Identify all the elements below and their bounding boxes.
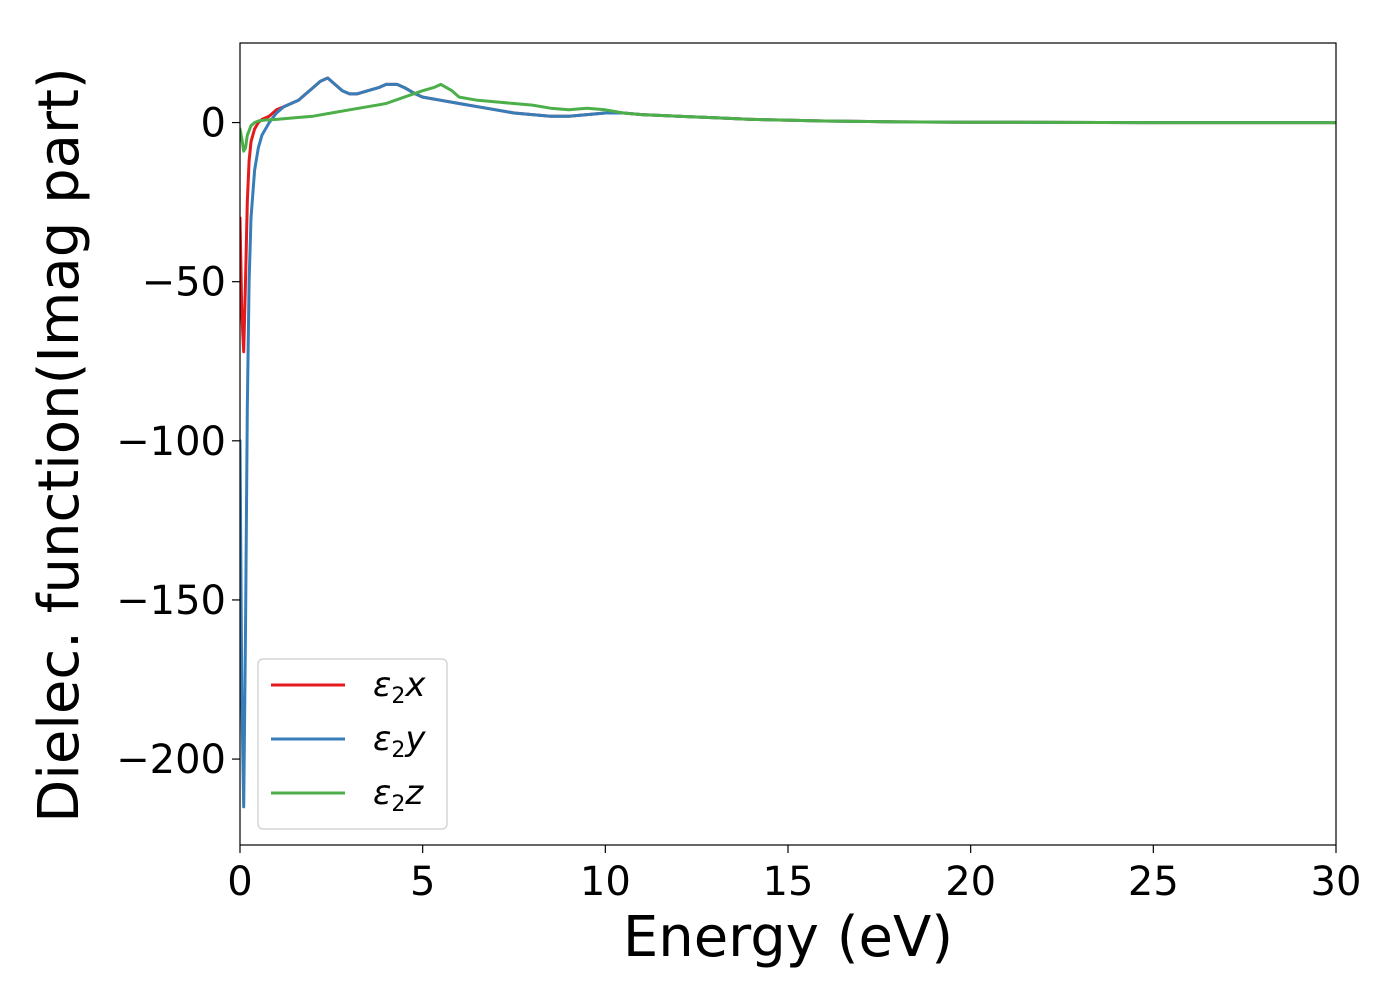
x-tick-label: 0: [227, 859, 252, 905]
y-tick-label: −100: [116, 419, 226, 465]
y-axis-label: Dielec. function(Imag part): [27, 67, 92, 823]
y-tick-label: 0: [201, 101, 226, 147]
y-tick-label: −200: [116, 737, 226, 783]
legend-label-y: ε2y: [373, 719, 426, 763]
x-tick-label: 25: [1128, 859, 1179, 905]
x-tick-label: 30: [1311, 859, 1362, 905]
legend-box: [257, 658, 448, 830]
y-tick-label: −50: [142, 260, 226, 306]
x-axis-ticks: 0 5 10 15 20 25 30: [227, 845, 1361, 905]
y-tick-label: −150: [116, 578, 226, 624]
x-tick-label: 5: [410, 859, 435, 905]
legend-label-x: ε2x: [373, 665, 426, 709]
x-tick-label: 20: [945, 859, 996, 905]
x-tick-label: 15: [763, 859, 814, 905]
y-axis-ticks: 0 −50 −100 −150 −200: [116, 101, 240, 783]
x-tick-label: 10: [580, 859, 631, 905]
legend-label-z: ε2z: [373, 773, 424, 817]
series-layer: [240, 76, 1336, 809]
series-line-z: [240, 82, 1336, 153]
x-axis-label: Energy (eV): [623, 905, 953, 970]
legend: ε2x ε2y ε2z: [257, 658, 448, 830]
